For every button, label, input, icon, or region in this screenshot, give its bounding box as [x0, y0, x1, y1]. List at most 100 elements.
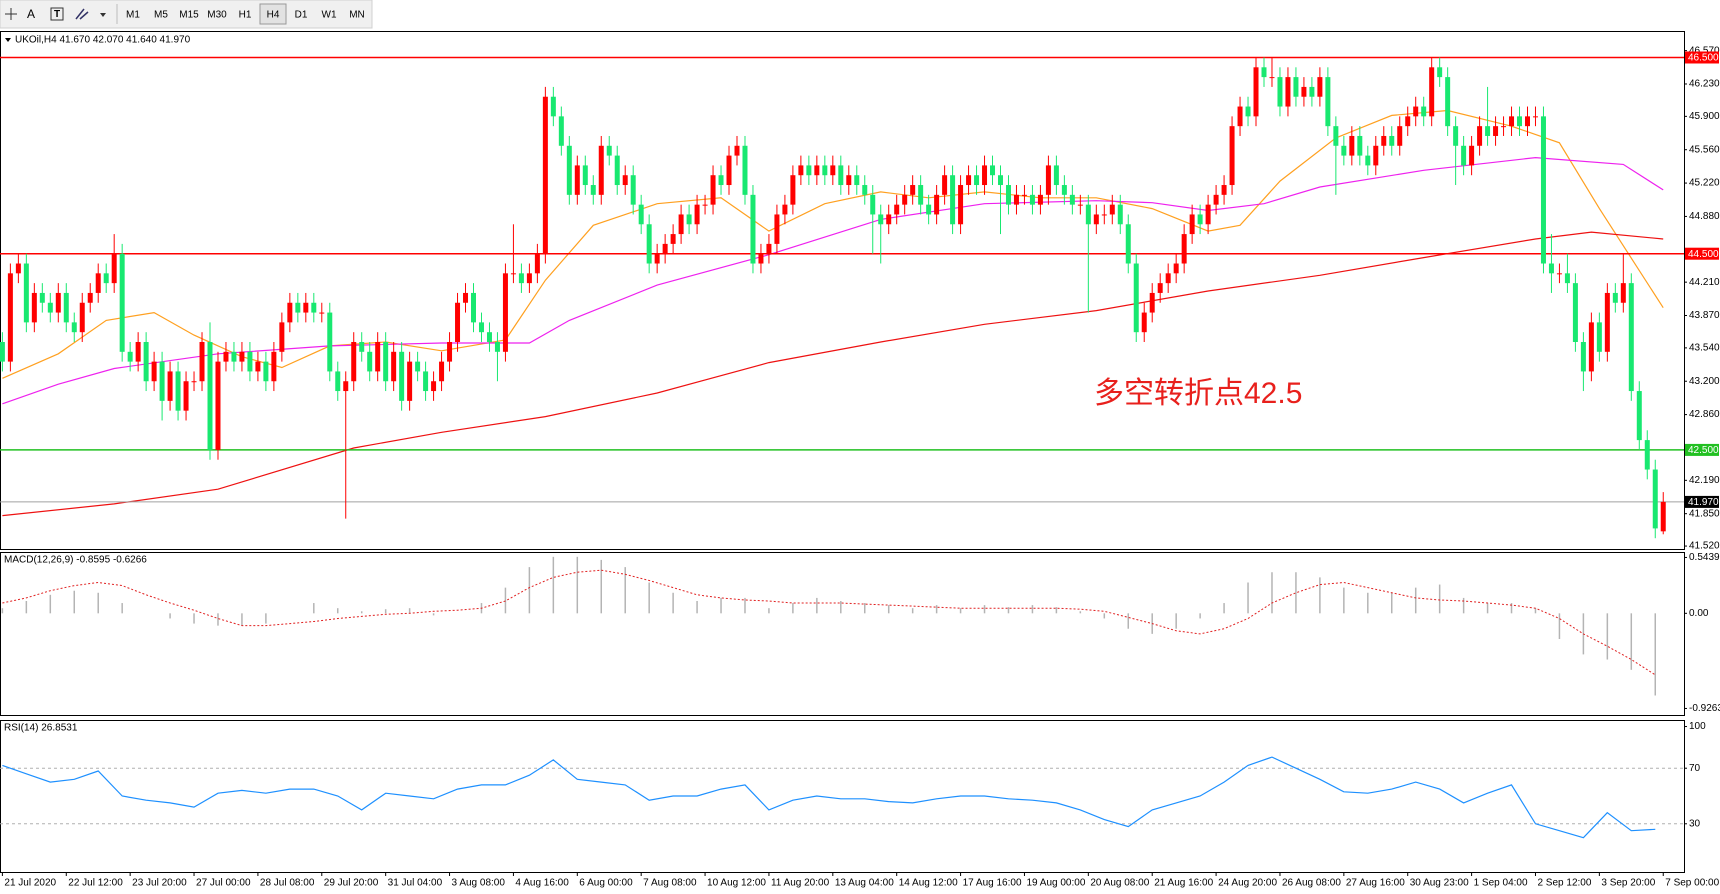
candle-body: [734, 145, 740, 156]
candle-body: [1477, 126, 1483, 146]
x-tick-label: 7 Sep 00:00: [1665, 878, 1719, 889]
candle-body: [223, 351, 229, 362]
x-tick-label: 4 Aug 16:00: [515, 878, 569, 889]
candle-body: [455, 302, 461, 342]
x-tick-label: 17 Aug 16:00: [963, 878, 1022, 889]
timeframe-button[interactable]: [259, 3, 287, 25]
candle-body: [1660, 501, 1666, 532]
timeframe-label[interactable]: M15: [179, 10, 199, 21]
candle-body: [670, 234, 676, 244]
timeframe-button[interactable]: [232, 4, 258, 24]
candle-body: [742, 145, 748, 195]
timeframe-button[interactable]: [148, 4, 174, 24]
label-tool[interactable]: [50, 7, 64, 21]
x-tick-label: 3 Aug 08:00: [452, 878, 506, 889]
candle-body: [1077, 204, 1083, 206]
candle-body: [846, 175, 852, 186]
candle-body: [614, 155, 620, 186]
timeframe-button[interactable]: [316, 4, 342, 24]
timeframe-label[interactable]: D1: [295, 10, 308, 21]
candle-body: [950, 175, 956, 225]
x-tick-label: 23 Jul 20:00: [132, 878, 187, 889]
candle-body: [1149, 292, 1155, 313]
price-label-box: [1685, 51, 1719, 64]
candle-body: [534, 253, 540, 274]
timeframe-button[interactable]: [176, 4, 202, 24]
timeframe-label[interactable]: H4: [267, 10, 280, 21]
candle-body: [1485, 126, 1491, 136]
timeframe-label[interactable]: M30: [207, 10, 227, 21]
candle-body: [1085, 204, 1091, 225]
candle-body: [423, 371, 429, 392]
candle-body: [119, 253, 125, 352]
timeframe-label[interactable]: H1: [239, 10, 252, 21]
candle-body: [806, 165, 812, 176]
candle-body: [1493, 126, 1499, 136]
candle-body: [518, 273, 524, 284]
candle-body: [894, 204, 900, 215]
candle-body: [471, 292, 477, 323]
candle-body: [598, 145, 604, 195]
timeframe-label[interactable]: MN: [349, 10, 365, 21]
candle-body: [1469, 145, 1475, 166]
candle-body: [39, 292, 45, 303]
candle-body: [1445, 77, 1451, 127]
candle-body: [375, 341, 381, 372]
candle-body: [1213, 194, 1219, 205]
candle-body: [1165, 273, 1171, 284]
chart-info: UKOil,H4 41.670 42.070 41.640 41.970: [15, 35, 191, 46]
candle-body: [1564, 273, 1570, 284]
candle-body: [1357, 135, 1363, 156]
candle-body: [878, 214, 884, 225]
candle-body: [263, 361, 269, 382]
candle-body: [351, 341, 357, 382]
candle-body: [854, 175, 860, 186]
candle-body: [407, 361, 413, 401]
label-tool-icon[interactable]: T: [54, 9, 60, 20]
candle-body: [183, 381, 189, 411]
candle-body: [1381, 135, 1387, 146]
candle-body: [1197, 214, 1203, 225]
candle-body: [702, 204, 708, 206]
candle-body: [247, 351, 253, 372]
candle-body: [966, 175, 972, 186]
candle-body: [1556, 273, 1562, 275]
y-tick-label: 44.210: [1689, 277, 1720, 288]
candle-body: [1261, 67, 1267, 78]
candle-body: [1117, 204, 1123, 225]
candle-body: [870, 194, 876, 215]
candle-body: [590, 185, 596, 195]
candle-body: [127, 351, 133, 362]
candle-body: [1405, 116, 1411, 127]
candle-body: [31, 292, 37, 323]
y-tick-label: 30: [1689, 818, 1701, 829]
candle-body: [1237, 106, 1243, 127]
text-tool[interactable]: A: [27, 7, 35, 21]
candle-body: [1532, 116, 1538, 118]
candle-body: [1269, 77, 1275, 79]
candle-body: [1045, 165, 1051, 195]
y-tick-label: 42.190: [1689, 475, 1720, 486]
candle-body: [1365, 155, 1371, 166]
candle-body: [359, 341, 365, 352]
candle-body: [766, 243, 772, 254]
timeframe-label[interactable]: M5: [154, 10, 168, 21]
timeframe-button[interactable]: [288, 4, 314, 24]
candle-body: [287, 302, 293, 323]
timeframe-label[interactable]: W1: [322, 10, 337, 21]
candle-body: [1612, 292, 1618, 303]
y-tick-label: 44.880: [1689, 211, 1720, 222]
timeframe-button[interactable]: [344, 4, 370, 24]
timeframe-button[interactable]: [120, 4, 146, 24]
timeframe-button[interactable]: [204, 4, 230, 24]
candle-body: [399, 351, 405, 401]
candle-body: [95, 273, 101, 293]
candle-body: [1157, 283, 1163, 293]
candle-body: [1580, 341, 1586, 372]
candle-body: [1205, 204, 1211, 225]
draw-tool[interactable]: [75, 8, 89, 20]
dropdown[interactable]: [100, 13, 106, 17]
candle-body: [79, 302, 85, 333]
timeframe-label[interactable]: M1: [126, 10, 140, 21]
